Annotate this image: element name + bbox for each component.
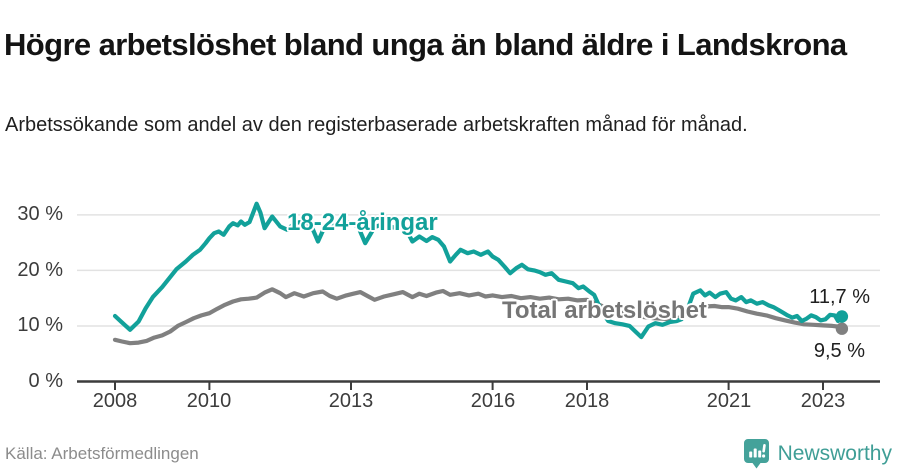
y-axis-label-20: 20 % (17, 259, 63, 281)
x-axis-label-2023: 2023 (800, 390, 846, 412)
x-axis-label-2013: 2013 (328, 390, 374, 412)
page-title: Högre arbetslöshet bland unga än bland ä… (4, 26, 847, 62)
series-line-Total arbetslöshet (112, 287, 845, 346)
series-label-total: Total arbetslöshet (502, 297, 707, 324)
y-axis-label-0: 0 % (28, 370, 63, 392)
series-label-youth: 18-24-åringar (287, 209, 438, 236)
x-axis-label-2021: 2021 (706, 390, 752, 412)
page-subtitle: Arbetssökande som andel av den registerb… (5, 114, 748, 136)
newsworthy-wordmark: Newsworthy (777, 441, 892, 465)
end-value-label-total: 9,5 % (813, 340, 865, 362)
y-axis-label-30: 30 % (17, 203, 63, 225)
x-axis-label-2018: 2018 (564, 390, 610, 412)
series-line-18-24-åringar (112, 201, 845, 340)
newsworthy-logo: Newsworthy (743, 438, 892, 469)
x-axis-label-2008: 2008 (92, 390, 138, 412)
x-axis-label-2010: 2010 (186, 390, 232, 412)
x-axis-label-2016: 2016 (470, 390, 516, 412)
newsworthy-badge-icon (743, 439, 769, 469)
y-axis-label-10: 10 % (17, 314, 63, 336)
end-dot-Total arbetslöshet (835, 322, 849, 335)
end-dot-18-24-åringar (835, 310, 849, 323)
source-note: Källa: Arbetsförmedlingen (5, 444, 199, 463)
end-value-label-youth: 11,7 % (809, 286, 870, 308)
